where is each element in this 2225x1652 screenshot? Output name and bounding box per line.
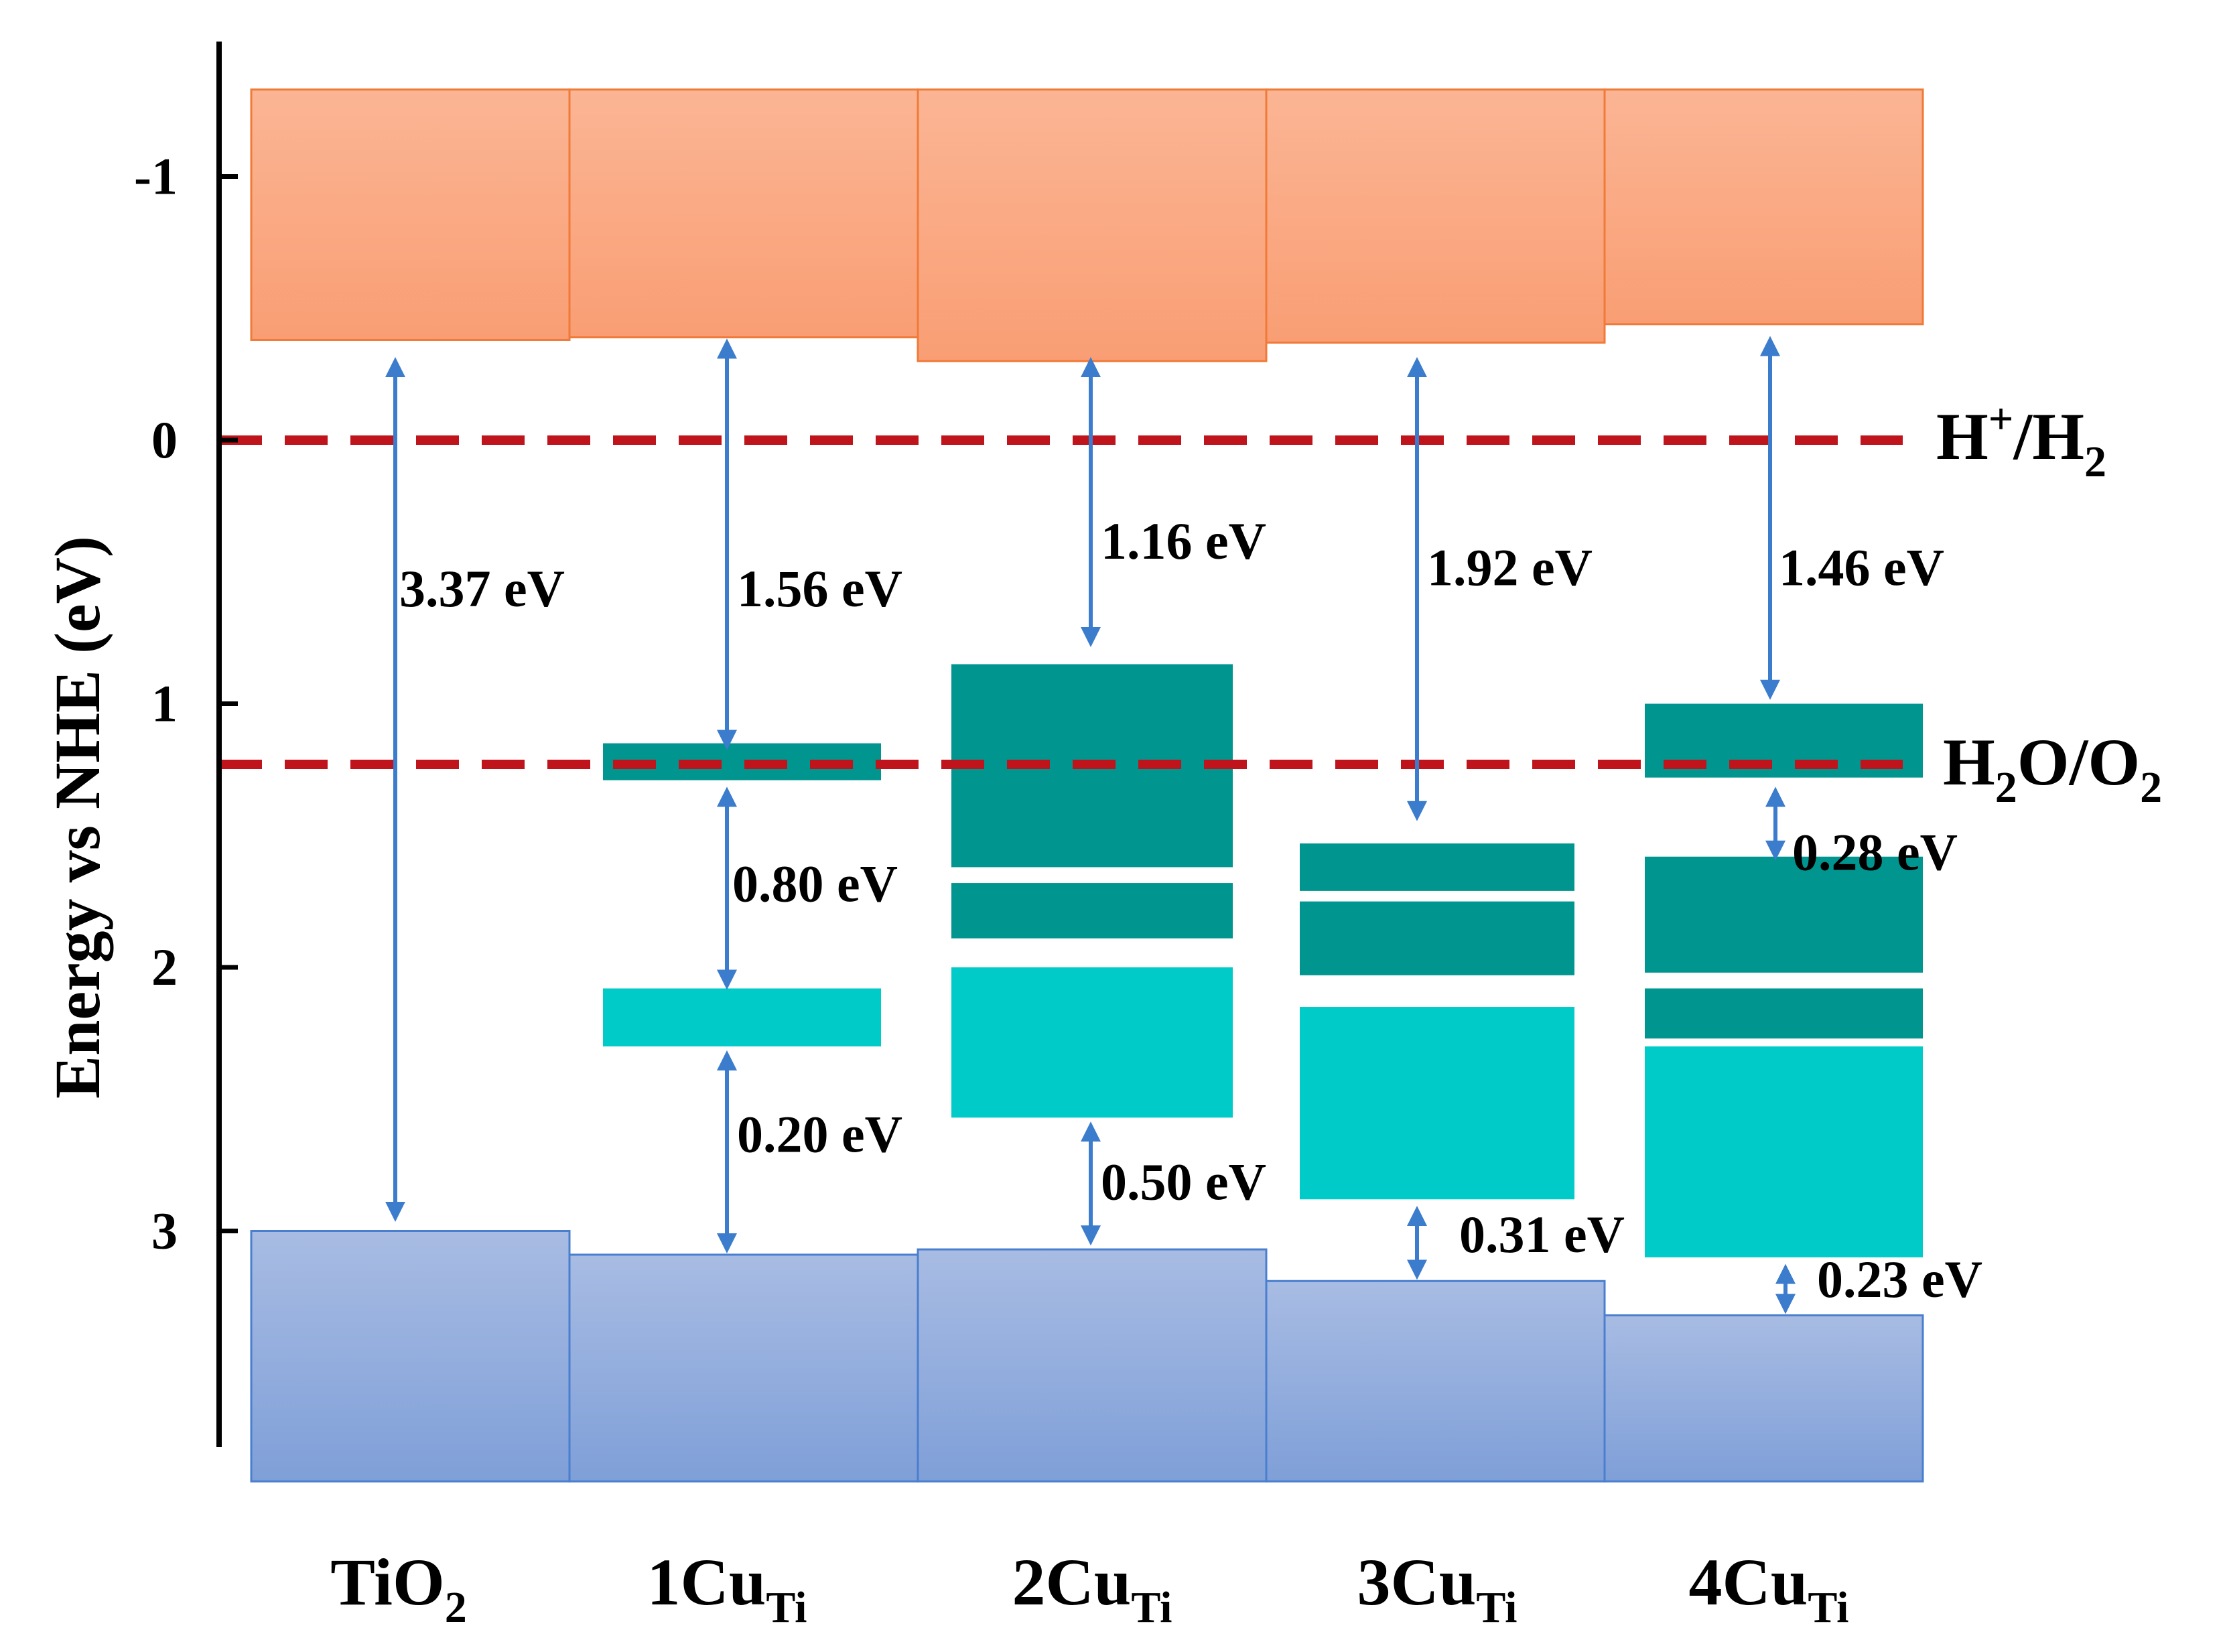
valence-band-3CuTi bbox=[1265, 1280, 1606, 1483]
cu-state-3CuTi-0 bbox=[1300, 843, 1574, 891]
gap-label-2CuTi-0: 1.16 eV bbox=[1101, 512, 1266, 570]
gap-label-4CuTi-1: 0.28 eV bbox=[1792, 823, 1958, 881]
category-label-TiO2: TiO2 bbox=[330, 1545, 466, 1632]
band-layer bbox=[250, 88, 1924, 1483]
cu-state-4CuTi-1 bbox=[1645, 856, 1923, 973]
gap-label-TiO2-0: 3.37 eV bbox=[399, 559, 565, 618]
gap-label-1CuTi-1: 0.80 eV bbox=[732, 855, 898, 913]
gap-arrow-layer bbox=[385, 336, 1796, 1314]
gap-label-3CuTi-0: 1.92 eV bbox=[1427, 538, 1593, 596]
gap-label-1CuTi-0: 1.56 eV bbox=[737, 559, 902, 618]
gap-label-1CuTi-2: 0.20 eV bbox=[737, 1105, 902, 1163]
y-tick-label-3: 2 bbox=[151, 938, 178, 996]
conduction-band-4CuTi bbox=[1603, 88, 1924, 326]
y-tick-label-1: 0 bbox=[151, 411, 178, 469]
cu-state-1CuTi-1 bbox=[603, 988, 881, 1047]
reference-line-layer bbox=[219, 435, 1903, 770]
valence-band-TiO2 bbox=[250, 1230, 571, 1483]
gap-label-2CuTi-1: 0.50 eV bbox=[1101, 1152, 1266, 1211]
conduction-band-TiO2 bbox=[250, 88, 571, 341]
cu-state-4CuTi-3 bbox=[1645, 1046, 1923, 1257]
gap-label-4CuTi-2: 0.23 eV bbox=[1817, 1250, 1982, 1308]
cu-state-3CuTi-2 bbox=[1300, 1007, 1574, 1200]
y-tick-label-2: 1 bbox=[151, 675, 178, 733]
ref-label-h2: H+/H2 bbox=[1936, 395, 2106, 486]
conduction-band-1CuTi bbox=[568, 88, 919, 339]
category-label-4CuTi: 4CuTi bbox=[1688, 1545, 1848, 1632]
cu-state-3CuTi-1 bbox=[1300, 901, 1574, 975]
y-tick-label-4: 3 bbox=[151, 1202, 178, 1260]
valence-band-1CuTi bbox=[568, 1253, 919, 1483]
cu-state-2CuTi-2 bbox=[951, 967, 1233, 1118]
conduction-band-2CuTi bbox=[917, 88, 1268, 362]
gap-label-4CuTi-0: 1.46 eV bbox=[1779, 538, 1944, 596]
y-axis: -1 0 1 2 3 bbox=[134, 42, 238, 1447]
gap-label-3CuTi-1: 0.31 eV bbox=[1459, 1205, 1625, 1263]
y-axis-title: Energy vs NHE (eV) bbox=[42, 536, 113, 1099]
category-label-1CuTi: 1CuTi bbox=[647, 1545, 807, 1632]
label-layer: H+/H2 H2O/O2 3.37 eV 1.56 eV 0.80 eV 0.20 eV 1… bbox=[42, 395, 2162, 1632]
ref-label-o2: H2O/O2 bbox=[1943, 725, 2162, 812]
y-tick-label-0: -1 bbox=[134, 147, 178, 206]
cu-state-2CuTi-1 bbox=[951, 883, 1233, 939]
category-label-2CuTi: 2CuTi bbox=[1012, 1545, 1172, 1632]
valence-band-4CuTi bbox=[1603, 1314, 1924, 1483]
category-label-3CuTi: 3CuTi bbox=[1357, 1545, 1517, 1632]
cu-state-4CuTi-2 bbox=[1645, 988, 1923, 1039]
conduction-band-3CuTi bbox=[1265, 88, 1606, 344]
valence-band-2CuTi bbox=[917, 1248, 1268, 1483]
